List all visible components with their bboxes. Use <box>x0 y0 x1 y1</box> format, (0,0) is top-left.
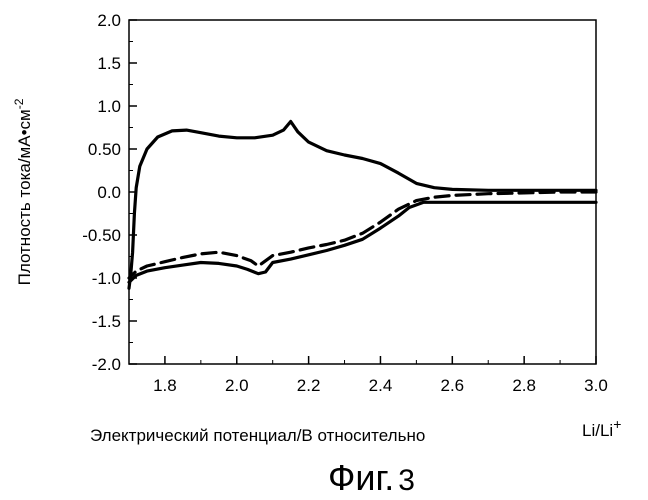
x-tick-label: 1.8 <box>153 376 177 395</box>
x-axis-title-text: Электрический потенциал/В относительно <box>90 426 425 445</box>
x-tick-label: 2.0 <box>225 376 249 395</box>
y-tick-label: 1.5 <box>97 54 121 73</box>
x-tick-label: 2.4 <box>369 376 393 395</box>
series-line-2-solid <box>127 200 598 284</box>
y-tick-label: 2.0 <box>97 11 121 30</box>
y-tick-label: 0.50 <box>88 140 121 159</box>
y-tick-label: 0.0 <box>97 183 121 202</box>
y-tick-label: 1.0 <box>97 97 121 116</box>
x-tick-label: 2.6 <box>440 376 464 395</box>
y-tick-label: -1.0 <box>92 269 121 288</box>
y-tick-label: -1.5 <box>92 312 121 331</box>
figure-caption-main: Фиг. <box>328 457 394 498</box>
y-tick-label: -0.50 <box>82 226 121 245</box>
series-layer <box>127 119 598 290</box>
x-axis: 1.8 2.0 2.2 2.4 2.6 2.8 3.0 <box>153 356 608 395</box>
y-axis-title-text: Плотность тока/мА•см <box>15 109 34 285</box>
x-axis-title-suffix-text: Li/Li <box>582 421 613 440</box>
figure-caption-number: 3 <box>398 464 415 497</box>
x-axis-title: Электрический потенциал/В относительно <box>90 426 425 445</box>
x-axis-title-suffix-sup: + <box>613 416 621 432</box>
x-axis-title-suffix: Li/Li+ <box>582 416 621 440</box>
figure-caption: Фиг. 3 <box>328 457 415 498</box>
x-tick-label: 2.8 <box>512 376 536 395</box>
x-tick-label: 3.0 <box>584 376 608 395</box>
series-line-3-dashed <box>127 190 598 280</box>
x-tick-label: 2.2 <box>297 376 321 395</box>
y-tick-label: -2.0 <box>92 355 121 374</box>
series-line-1-solid <box>127 119 598 290</box>
y-axis: 2.0 1.5 1.0 0.50 0.0 -0.50 -1.0 -1.5 -2.0 <box>82 11 137 374</box>
y-axis-title-sup: -2 <box>12 98 26 109</box>
y-axis-title: Плотность тока/мА•см-2 <box>12 98 34 285</box>
